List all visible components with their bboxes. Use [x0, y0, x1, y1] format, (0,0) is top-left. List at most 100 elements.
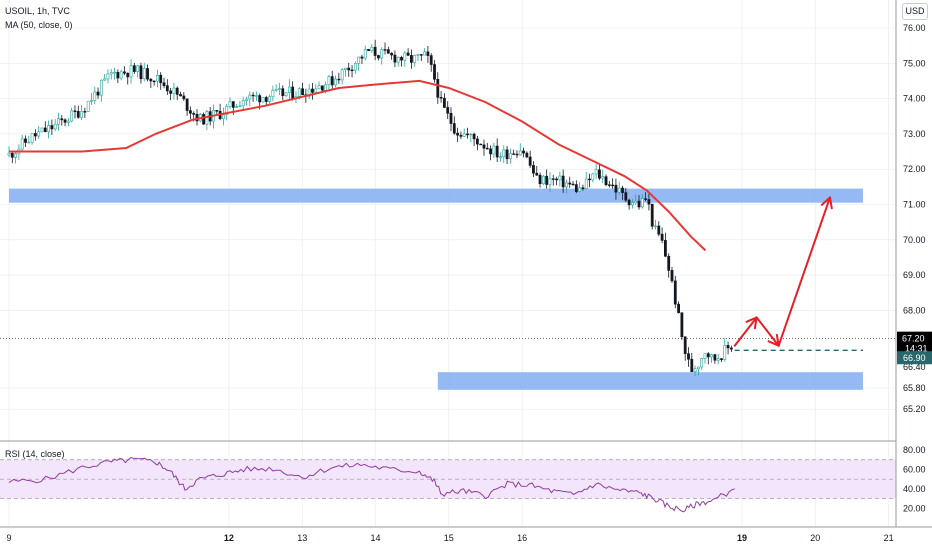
- time-tick-label: 13: [297, 533, 307, 543]
- candle-body: [594, 169, 598, 175]
- candle-body: [106, 73, 110, 80]
- candle-body: [729, 347, 733, 350]
- candle-body: [670, 270, 674, 282]
- candle-body: [146, 68, 149, 80]
- ma-legend[interactable]: MA (50, close, 0): [5, 20, 73, 30]
- time-tick-label: 12: [224, 533, 234, 543]
- candle-body: [634, 200, 638, 204]
- candle-body: [696, 366, 700, 370]
- candle-body: [571, 183, 575, 186]
- candle-body: [360, 56, 364, 59]
- candle-body: [261, 97, 265, 103]
- candle-body: [406, 52, 410, 56]
- candle-body: [512, 153, 516, 155]
- candle-body: [63, 119, 67, 123]
- candle-body: [142, 68, 146, 80]
- candle-body: [278, 88, 281, 90]
- candle-body: [631, 202, 634, 206]
- candle-body: [581, 187, 585, 190]
- candle-body: [508, 153, 512, 160]
- candle-body: [251, 94, 255, 97]
- candle-body: [90, 100, 93, 102]
- candle-body: [93, 91, 97, 101]
- price-tick-label: 69.00: [903, 270, 926, 280]
- candle-body: [604, 176, 608, 186]
- candle-body: [565, 182, 568, 188]
- currency-button[interactable]: USD: [902, 3, 928, 20]
- candle-body: [99, 79, 103, 96]
- rsi-pane: [0, 457, 896, 513]
- candle-body: [723, 345, 727, 360]
- time-axis[interactable]: 91213141516192021222326: [6, 533, 932, 543]
- candle-body: [192, 112, 196, 115]
- candle-body: [419, 54, 423, 56]
- candle-body: [202, 114, 206, 125]
- candle-body: [551, 178, 555, 180]
- candle-body: [182, 95, 186, 100]
- candle-body: [647, 199, 651, 205]
- candle-body: [103, 78, 107, 81]
- price-axis[interactable]: 76.00 75.00 74.00 73.00 72.00 71.00 70.00 69.00…: [903, 23, 926, 414]
- candle-body: [241, 100, 245, 107]
- candle-body: [57, 118, 60, 125]
- candle-body: [126, 72, 130, 78]
- candle-body: [40, 127, 44, 133]
- rsi-line: [8, 457, 735, 513]
- candle-body: [189, 110, 192, 114]
- candle-body: [607, 184, 611, 186]
- candle-body: [601, 176, 605, 179]
- ma50-line: [9, 79, 707, 252]
- candle-body: [50, 125, 54, 130]
- last-price-tag: [897, 331, 932, 354]
- level-price-tag: [897, 351, 932, 365]
- resistance-zone: [9, 188, 863, 203]
- candle-body: [195, 114, 199, 122]
- candle-body: [307, 88, 311, 97]
- price-tick-label: 70.00: [903, 235, 926, 245]
- candle-body: [449, 112, 453, 124]
- candle-body: [472, 133, 476, 140]
- candle-body: [347, 67, 351, 71]
- candle-body: [443, 97, 446, 108]
- candle-body: [558, 175, 562, 181]
- candle-body: [588, 178, 591, 181]
- candle-body: [179, 94, 182, 97]
- candle-body: [403, 52, 407, 61]
- candle-body: [416, 54, 420, 56]
- price-tick-label: 73.00: [903, 129, 926, 139]
- rsi-legend[interactable]: RSI (14, close): [5, 449, 65, 459]
- candle-body: [109, 72, 113, 75]
- candle-body: [136, 65, 140, 72]
- rsi-axis[interactable]: 80.00 60.00 40.00 20.00: [903, 445, 926, 513]
- candle-body: [700, 358, 704, 368]
- candle-body: [37, 131, 41, 137]
- candle-body: [96, 91, 100, 96]
- candle-body: [43, 127, 47, 132]
- candle-body: [396, 57, 400, 63]
- candle-body: [584, 178, 588, 190]
- candles: [7, 39, 733, 376]
- candle-body: [690, 358, 694, 372]
- candle-body: [73, 110, 77, 112]
- candle-body: [687, 353, 690, 360]
- time-tick-label: 16: [517, 533, 527, 543]
- candle-body: [532, 165, 535, 174]
- symbol-legend[interactable]: USOIL, 1h, TVC: [5, 6, 70, 16]
- candle-body: [337, 78, 341, 81]
- candle-body: [650, 203, 654, 227]
- price-pane-background: [0, 0, 896, 441]
- candle-body: [377, 55, 380, 59]
- candle-body: [311, 88, 314, 93]
- candle-body: [24, 138, 27, 143]
- candle-body: [598, 169, 601, 179]
- countdown-label: 14:31: [905, 344, 928, 354]
- candle-body: [162, 82, 166, 86]
- candle-body: [353, 63, 357, 71]
- candle-body: [710, 354, 713, 358]
- candle-body: [165, 85, 169, 92]
- candle-body: [380, 49, 384, 59]
- candle-body: [314, 88, 318, 93]
- candle-body: [410, 55, 413, 63]
- projection-arrows: [733, 196, 833, 347]
